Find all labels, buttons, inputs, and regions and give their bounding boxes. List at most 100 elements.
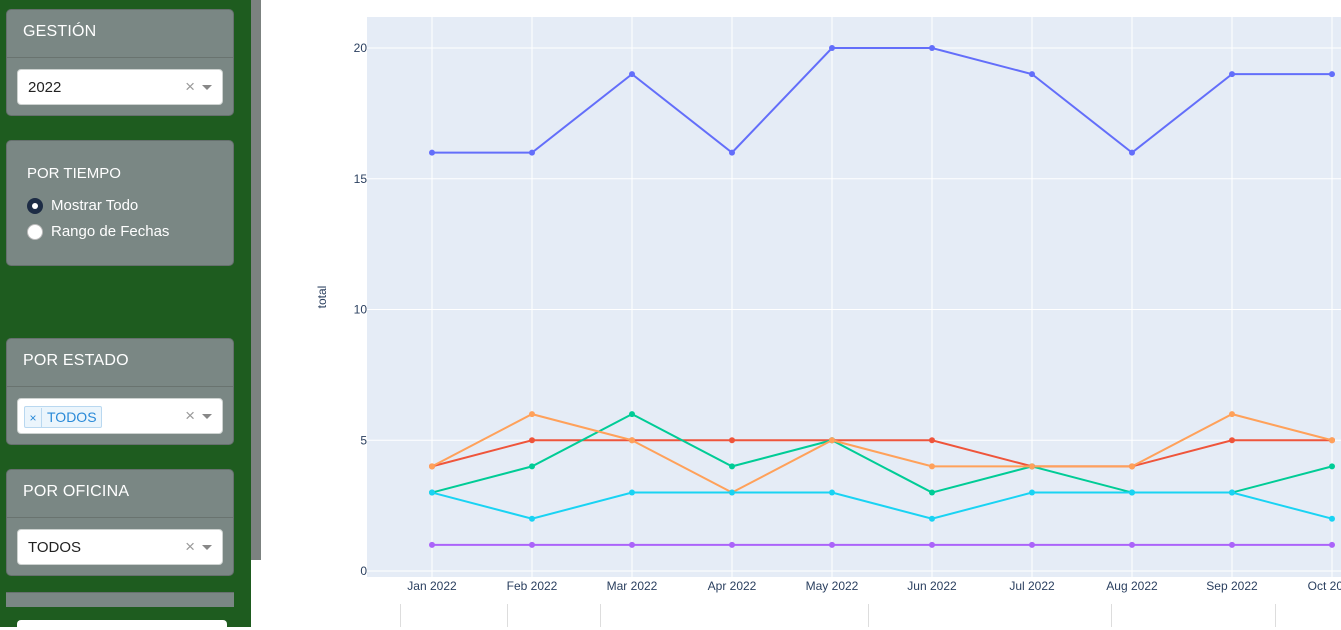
data-point: [429, 489, 435, 496]
data-point: [929, 463, 935, 470]
table-cell-divider: [868, 604, 869, 627]
radio-button[interactable]: [27, 223, 43, 240]
chevron-down-icon[interactable]: [202, 85, 212, 90]
tiempo-title: POR TIEMPO: [27, 165, 121, 182]
gestion-title: GESTIÓN: [7, 10, 233, 58]
y-tick-label: 5: [360, 433, 367, 447]
data-point: [1129, 149, 1135, 156]
data-point: [1029, 463, 1035, 470]
data-point: [629, 437, 635, 444]
data-point: [1329, 71, 1335, 78]
gestion-select-value: 2022: [28, 79, 62, 96]
y-tick-label: 15: [354, 172, 368, 186]
data-point: [1329, 437, 1335, 444]
x-tick-label: Oct 2022: [1308, 579, 1341, 593]
data-point: [429, 541, 435, 548]
data-point: [1029, 489, 1035, 496]
radio-button-checked[interactable]: [27, 197, 43, 214]
y-tick-label: 10: [354, 303, 368, 317]
panel-bottom-edge: [6, 592, 234, 607]
clear-icon[interactable]: ×: [185, 77, 195, 96]
x-tick-labels: Jan 2022 Feb 2022 Mar 2022 Apr 2022 May 2022…: [407, 579, 1341, 593]
data-point: [1329, 541, 1335, 548]
x-tick-label: May 2022: [806, 579, 859, 593]
tag-todos[interactable]: × TODOS: [24, 406, 102, 428]
radio-label: Mostrar Todo: [51, 197, 139, 214]
radio-rango-fechas[interactable]: Rango de Fechas: [27, 223, 169, 240]
oficina-panel: POR OFICINA TODOS ×: [6, 469, 234, 576]
clear-icon[interactable]: ×: [185, 537, 195, 556]
tiempo-panel: POR TIEMPO Mostrar Todo Rango de Fechas: [6, 140, 234, 266]
x-tick-label: Mar 2022: [607, 579, 658, 593]
data-point: [1129, 463, 1135, 470]
clear-icon[interactable]: ×: [185, 406, 195, 425]
y-tick-labels: 0 5 10 15 20: [354, 41, 368, 578]
plot-area: [367, 17, 1341, 577]
x-tick-label: Feb 2022: [507, 579, 558, 593]
data-point: [729, 463, 735, 470]
data-point: [1129, 489, 1135, 496]
chevron-down-icon[interactable]: [202, 545, 212, 550]
x-tick-label: Sep 2022: [1206, 579, 1258, 593]
series-line: [431, 413, 1333, 494]
gestion-select[interactable]: 2022 ×: [17, 69, 223, 105]
data-point: [729, 149, 735, 156]
data-point: [1129, 541, 1135, 548]
sidebar-next-select[interactable]: [17, 620, 227, 630]
data-point: [629, 71, 635, 78]
table-partial-row: [290, 604, 1341, 627]
data-point: [1229, 437, 1235, 444]
data-point: [729, 437, 735, 444]
estado-select[interactable]: × TODOS ×: [17, 398, 223, 434]
x-tick-label: Jan 2022: [407, 579, 457, 593]
data-point: [1229, 541, 1235, 548]
table-cell-divider: [1111, 604, 1112, 627]
data-point: [1029, 71, 1035, 78]
x-tick-label: Aug 2022: [1106, 579, 1158, 593]
data-point: [529, 411, 535, 418]
gestion-panel: GESTIÓN 2022 ×: [6, 9, 234, 116]
data-point: [1329, 515, 1335, 522]
data-point: [1029, 541, 1035, 548]
data-point: [1329, 463, 1335, 470]
series-line: [432, 47, 1332, 154]
chevron-down-icon[interactable]: [202, 414, 212, 419]
data-point: [929, 489, 935, 496]
data-point: [629, 489, 635, 496]
estado-panel: POR ESTADO × TODOS ×: [6, 338, 234, 445]
data-point: [729, 541, 735, 548]
table-cell-divider: [1275, 604, 1276, 627]
data-point: [429, 149, 435, 156]
data-point: [729, 489, 735, 496]
y-tick-label: 0: [360, 564, 367, 578]
data-point: [1229, 411, 1235, 418]
data-point: [529, 463, 535, 470]
oficina-title: POR OFICINA: [7, 470, 233, 518]
data-point: [829, 541, 835, 548]
data-point: [1229, 489, 1235, 496]
table-cell-divider: [507, 604, 508, 627]
series-lines: [431, 47, 1333, 546]
oficina-select[interactable]: TODOS ×: [17, 529, 223, 565]
data-point: [629, 411, 635, 418]
data-point: [629, 541, 635, 548]
series-points: [429, 45, 1335, 548]
sidebar-scroll-edge: [251, 0, 261, 560]
data-point: [929, 437, 935, 444]
series-line: [431, 491, 1333, 520]
sidebar: GESTIÓN 2022 × POR TIEMPO Mostrar Todo R…: [0, 0, 251, 630]
data-point: [529, 541, 535, 548]
tag-label: TODOS: [47, 409, 97, 425]
tag-remove-icon[interactable]: ×: [25, 408, 42, 428]
estado-title: POR ESTADO: [7, 339, 233, 387]
data-point: [829, 437, 835, 444]
data-point: [929, 515, 935, 522]
data-point: [1229, 71, 1235, 78]
y-tick-label: 20: [354, 41, 368, 55]
radio-mostrar-todo[interactable]: Mostrar Todo: [27, 197, 138, 214]
oficina-select-value: TODOS: [28, 539, 82, 556]
data-point: [529, 515, 535, 522]
x-tick-label: Jun 2022: [907, 579, 957, 593]
table-cell-divider: [600, 604, 601, 627]
data-point: [429, 463, 435, 470]
